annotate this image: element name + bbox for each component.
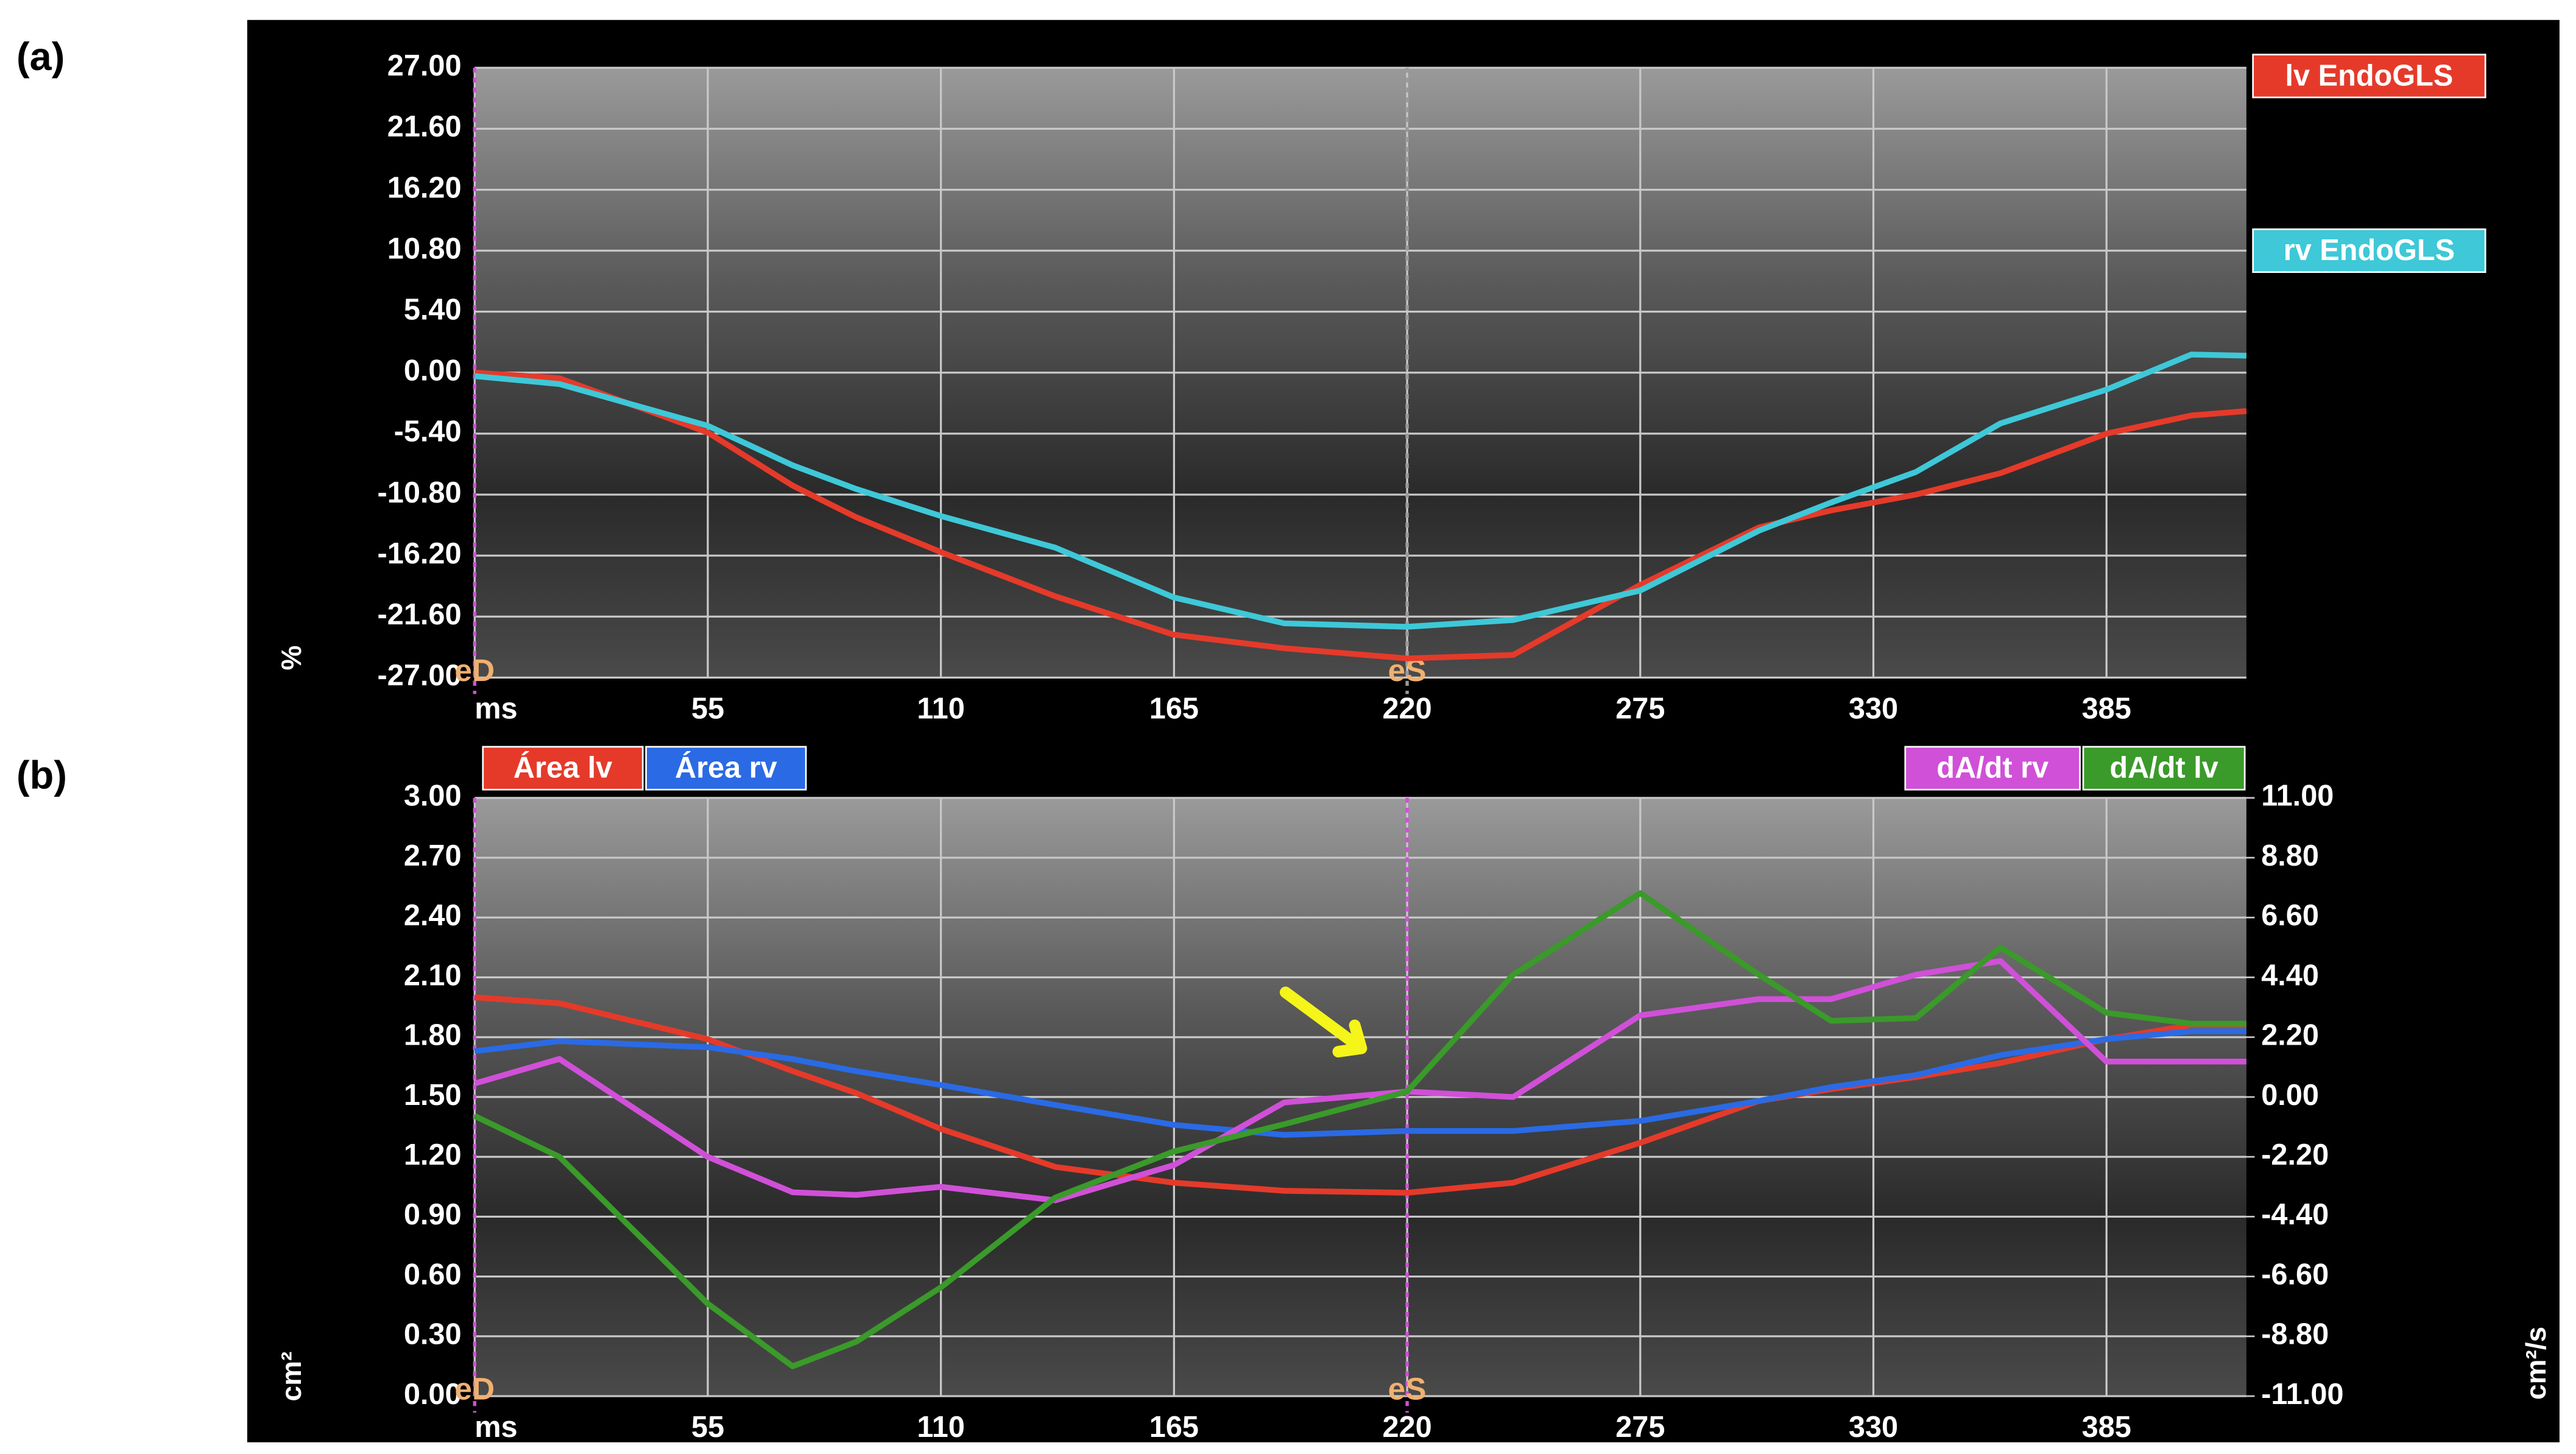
legend-box — [482, 746, 644, 791]
x-tick-label: 165 — [1149, 1411, 1199, 1444]
x-tick-label: ms — [475, 692, 517, 725]
y-tick-label: 10.80 — [387, 232, 462, 265]
y-tick-label: 2.40 — [404, 899, 462, 932]
y2-axis-label: cm²/s — [2520, 1327, 2552, 1400]
legend-label: dA/dt rv — [1936, 752, 2048, 785]
arrow — [1279, 986, 1367, 1057]
charts: (a) -27.00 -21.60 -16.20 -10.80 -5.40 0.00 5.40… — [16, 34, 2552, 1444]
y-axis-label: cm² — [275, 1352, 307, 1402]
x-tick-label: 330 — [1849, 692, 1898, 725]
x-tick-label: 385 — [2082, 1411, 2131, 1444]
y-tick-label: 3.00 — [404, 780, 462, 813]
x-tick-label: 220 — [1382, 1411, 1431, 1444]
y-tick-label: 0.30 — [404, 1318, 462, 1351]
event-label: eS — [1388, 1371, 1427, 1406]
y-tick-label: -10.80 — [378, 476, 462, 509]
y2-tick-label: 8.80 — [2261, 839, 2319, 872]
y-tick-label: 2.70 — [404, 839, 462, 872]
y-tick-label: -27.00 — [378, 659, 462, 692]
y-tick-label: 0.60 — [404, 1258, 462, 1291]
y2-tick-label: -8.80 — [2261, 1318, 2329, 1351]
y-tick-label: -21.60 — [378, 598, 462, 631]
x-tick-label: 110 — [917, 692, 965, 725]
y2-tick-label: 2.20 — [2261, 1019, 2319, 1052]
y-axis-label: % — [275, 645, 307, 670]
legend-box — [645, 746, 807, 791]
x-tick-label: 110 — [917, 1411, 965, 1444]
y-tick-label: 0.00 — [404, 1378, 462, 1411]
y2-tick-label: 0.00 — [2261, 1079, 2319, 1112]
event-label: eD — [454, 652, 495, 688]
legend-box — [2082, 746, 2246, 791]
y-tick-label: -16.20 — [378, 537, 462, 570]
legend-label: rv EndoGLS — [2284, 234, 2455, 267]
x-tick-label: ms — [475, 1411, 517, 1444]
series-line — [474, 351, 2246, 630]
y-tick-label: 27.00 — [387, 49, 462, 82]
x-tick-label: 385 — [2082, 692, 2131, 725]
series-line — [474, 370, 2247, 662]
legend-label: lv EndoGLS — [2285, 59, 2453, 92]
y2-tick-label: 4.40 — [2261, 959, 2319, 992]
y-tick-label: 5.40 — [404, 294, 462, 326]
x-tick-label: 330 — [1849, 1411, 1898, 1444]
x-tick-label: 165 — [1149, 692, 1199, 725]
legend-label: dA/dt lv — [2109, 752, 2218, 785]
series-line — [474, 1028, 2246, 1138]
y-tick-label: 21.60 — [387, 110, 462, 143]
legend-label: Área rv — [675, 752, 777, 785]
y2-tick-label: -2.20 — [2261, 1138, 2329, 1171]
panel-label: (b) — [16, 753, 67, 797]
legend-box — [2252, 54, 2486, 99]
x-tick-label: 220 — [1382, 692, 1431, 725]
y2-tick-label: -6.60 — [2261, 1258, 2329, 1291]
legend-box — [1904, 746, 2081, 791]
x-tick-label: 55 — [691, 692, 724, 725]
x-tick-label: 55 — [691, 1411, 724, 1444]
series-line — [474, 994, 2246, 1196]
panel-label: (a) — [16, 34, 65, 79]
series-line — [473, 890, 2246, 1369]
legend-box — [2252, 228, 2486, 274]
y-tick-label: 16.20 — [387, 171, 462, 204]
y-tick-label: 1.20 — [404, 1138, 462, 1171]
y2-tick-label: -4.40 — [2261, 1198, 2329, 1231]
event-label: eD — [454, 1371, 495, 1406]
y-tick-label: 1.80 — [404, 1019, 462, 1052]
y2-tick-label: -11.00 — [2261, 1378, 2343, 1411]
y-tick-label: -5.40 — [394, 415, 462, 448]
y2-tick-label: 11.00 — [2261, 780, 2334, 813]
y-tick-label: 0.90 — [404, 1198, 462, 1231]
y-tick-label: 0.00 — [404, 355, 462, 387]
legend-label: Área lv — [513, 752, 612, 785]
y2-tick-label: 6.60 — [2261, 899, 2319, 932]
y-tick-label: 2.10 — [404, 959, 462, 992]
x-tick-label: 275 — [1615, 692, 1665, 725]
y-tick-label: 1.50 — [404, 1079, 462, 1112]
x-tick-label: 275 — [1615, 1411, 1665, 1444]
